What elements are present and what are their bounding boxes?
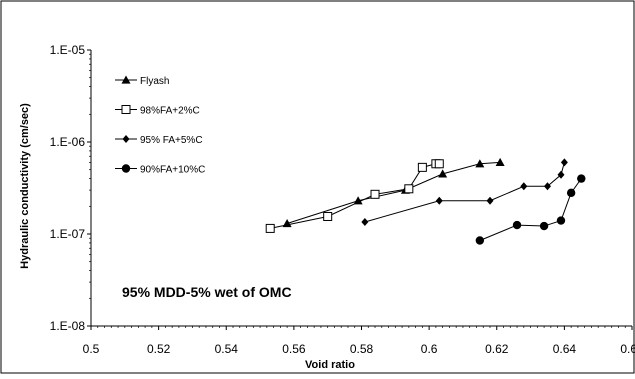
x-tick-label: 0.52 [147,342,171,356]
data-point [556,216,566,225]
legend-marker [121,75,131,84]
legend-label: 95% FA+5%C [140,135,203,146]
data-point [404,184,414,194]
series-1 [265,159,444,233]
data-point [417,162,427,172]
legend-marker [121,164,131,173]
x-tick-label: 0.6 [421,342,438,356]
y-tick-label: 1.E-05 [50,43,86,57]
data-point [435,196,443,205]
axes: 0.5 0.52 0.54 0.56 0.58 0.6 0.62 0.64 0.66 1.E-08… [50,43,635,356]
data-point [560,158,568,167]
data-point [495,157,505,167]
x-tick-label: 0.66 [620,342,635,356]
legend-label: 90%FA+10%C [140,165,205,176]
data-point [353,196,363,205]
data-point [486,196,494,205]
data-point [323,211,333,221]
chart-annotation: 95% MDD-5% wet of OMC [122,284,292,300]
x-tick-label: 0.56 [282,342,306,356]
legend-marker [122,135,130,143]
legend: Flyash 98%FA+2%C 95% FA+5%C 90%FA+10%C [115,75,205,176]
data-point [370,189,380,199]
data-point [512,220,522,230]
x-tick-label: 0.54 [215,342,239,356]
y-tick-label: 1.E-08 [50,319,86,333]
data-point [265,223,275,233]
series-layer [265,157,586,245]
data-point [475,236,485,245]
data-point [577,174,586,183]
legend-marker [121,105,131,114]
y-axis-label: Hydraulic conductivity (cm/sec) [19,103,31,269]
series-3 [475,174,586,245]
data-point [361,218,369,227]
data-point [434,159,444,169]
legend-label: 98%FA+2%C [140,106,200,117]
y-tick-label: 1.E-06 [50,135,86,149]
legend-label: Flyash [140,76,169,87]
data-point [557,170,565,179]
data-point [539,221,549,231]
data-point [438,169,448,178]
data-point [543,182,551,191]
x-tick-label: 0.5 [83,342,100,356]
data-point [520,182,528,191]
x-tick-label: 0.58 [350,342,374,356]
series-0 [282,157,505,228]
x-axis-label: Void ratio [305,359,355,371]
series-line [286,161,501,224]
x-tick-label: 0.62 [485,342,509,356]
series-2 [361,158,568,227]
data-point [475,159,485,168]
data-point [566,188,576,198]
y-tick-label: 1.E-07 [50,227,86,241]
x-tick-label: 0.64 [553,342,577,356]
